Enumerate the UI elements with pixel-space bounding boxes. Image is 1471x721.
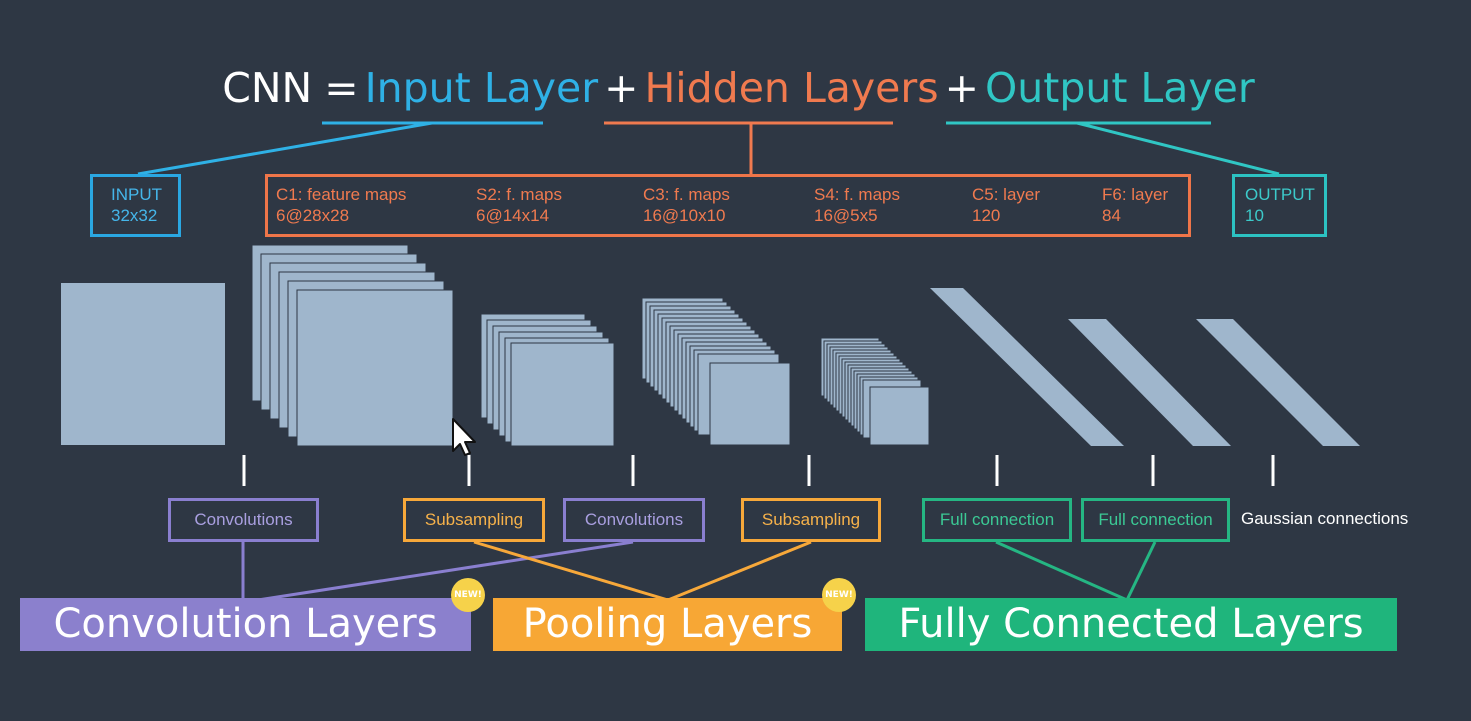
title-hidden-layers: Hidden Layers <box>644 64 939 112</box>
hidden-col-c3: C3: f. maps 16@10x10 <box>643 184 730 226</box>
input-connector <box>137 121 433 176</box>
title-input-layer: Input Layer <box>364 64 599 112</box>
op-full-connection-2: Full connection <box>1081 498 1230 542</box>
fc-connectors <box>995 540 1157 602</box>
c1-label: C1: feature maps <box>276 185 407 204</box>
tick-marks <box>242 455 1275 486</box>
input-box: INPUT 32x32 <box>90 174 181 237</box>
output-label: OUTPUT <box>1245 185 1315 204</box>
c5-size: 120 <box>972 206 1001 225</box>
s4-label: S4: f. maps <box>814 185 900 204</box>
title-plus-2: + <box>944 64 979 112</box>
c1-size: 6@28x28 <box>276 206 350 225</box>
hidden-col-f6: F6: layer 84 <box>1102 184 1168 226</box>
pool-connectors <box>473 540 812 602</box>
output-size: 10 <box>1245 206 1264 225</box>
s4-maps <box>820 337 930 446</box>
op-convolutions-2: Convolutions <box>563 498 705 542</box>
hidden-col-s2: S2: f. maps 6@14x14 <box>476 184 562 226</box>
title-output-layer: Output Layer <box>984 64 1255 112</box>
input-label: INPUT <box>111 185 162 204</box>
hidden-col-s4: S4: f. maps 16@5x5 <box>814 184 900 226</box>
op-full-connection-1: Full connection <box>922 498 1072 542</box>
pooling-layers-banner: Pooling Layers <box>493 598 842 651</box>
input-size: 32x32 <box>111 206 158 225</box>
c1-maps <box>251 244 454 447</box>
f6-size: 84 <box>1102 206 1121 225</box>
s2-maps <box>480 313 615 447</box>
fully-connected-layers-banner: Fully Connected Layers <box>865 598 1397 651</box>
hidden-layers-box: C1: feature maps 6@28x28 S2: f. maps 6@1… <box>265 174 1191 237</box>
hidden-col-c5: C5: layer 120 <box>972 184 1040 226</box>
hidden-col-c1: C1: feature maps 6@28x28 <box>276 184 406 226</box>
op-subsampling-1: Subsampling <box>403 498 545 542</box>
convolution-layers-banner: Convolution Layers <box>20 598 471 651</box>
op-convolutions-1: Convolutions <box>168 498 319 542</box>
title-cnn: CNN <box>222 64 313 112</box>
f6-layer <box>1068 319 1231 446</box>
c3-size: 16@10x10 <box>643 206 726 225</box>
op-gaussian-connections: Gaussian connections <box>1241 509 1409 528</box>
new-badge-icon: NEW! <box>822 578 856 612</box>
title-plus-1: + <box>604 64 639 112</box>
output-layer <box>1196 319 1360 446</box>
s2-size: 6@14x14 <box>476 206 550 225</box>
conv-connectors <box>241 540 634 602</box>
input-map <box>61 283 225 445</box>
output-connector <box>1076 121 1280 176</box>
c5-layer <box>930 288 1124 446</box>
page-title: CNN = Input Layer + Hidden Layers + Output Lay… <box>0 62 1471 114</box>
output-box: OUTPUT 10 <box>1232 174 1327 237</box>
s4-size: 16@5x5 <box>814 206 878 225</box>
title-equals: = <box>324 64 359 112</box>
c3-label: C3: f. maps <box>643 185 730 204</box>
mouse-cursor-icon <box>452 418 476 456</box>
s2-label: S2: f. maps <box>476 185 562 204</box>
c3-maps <box>641 297 791 446</box>
f6-label: F6: layer <box>1102 185 1169 204</box>
op-subsampling-2: Subsampling <box>741 498 881 542</box>
new-badge-icon: NEW! <box>451 578 485 612</box>
c5-label: C5: layer <box>972 185 1041 204</box>
